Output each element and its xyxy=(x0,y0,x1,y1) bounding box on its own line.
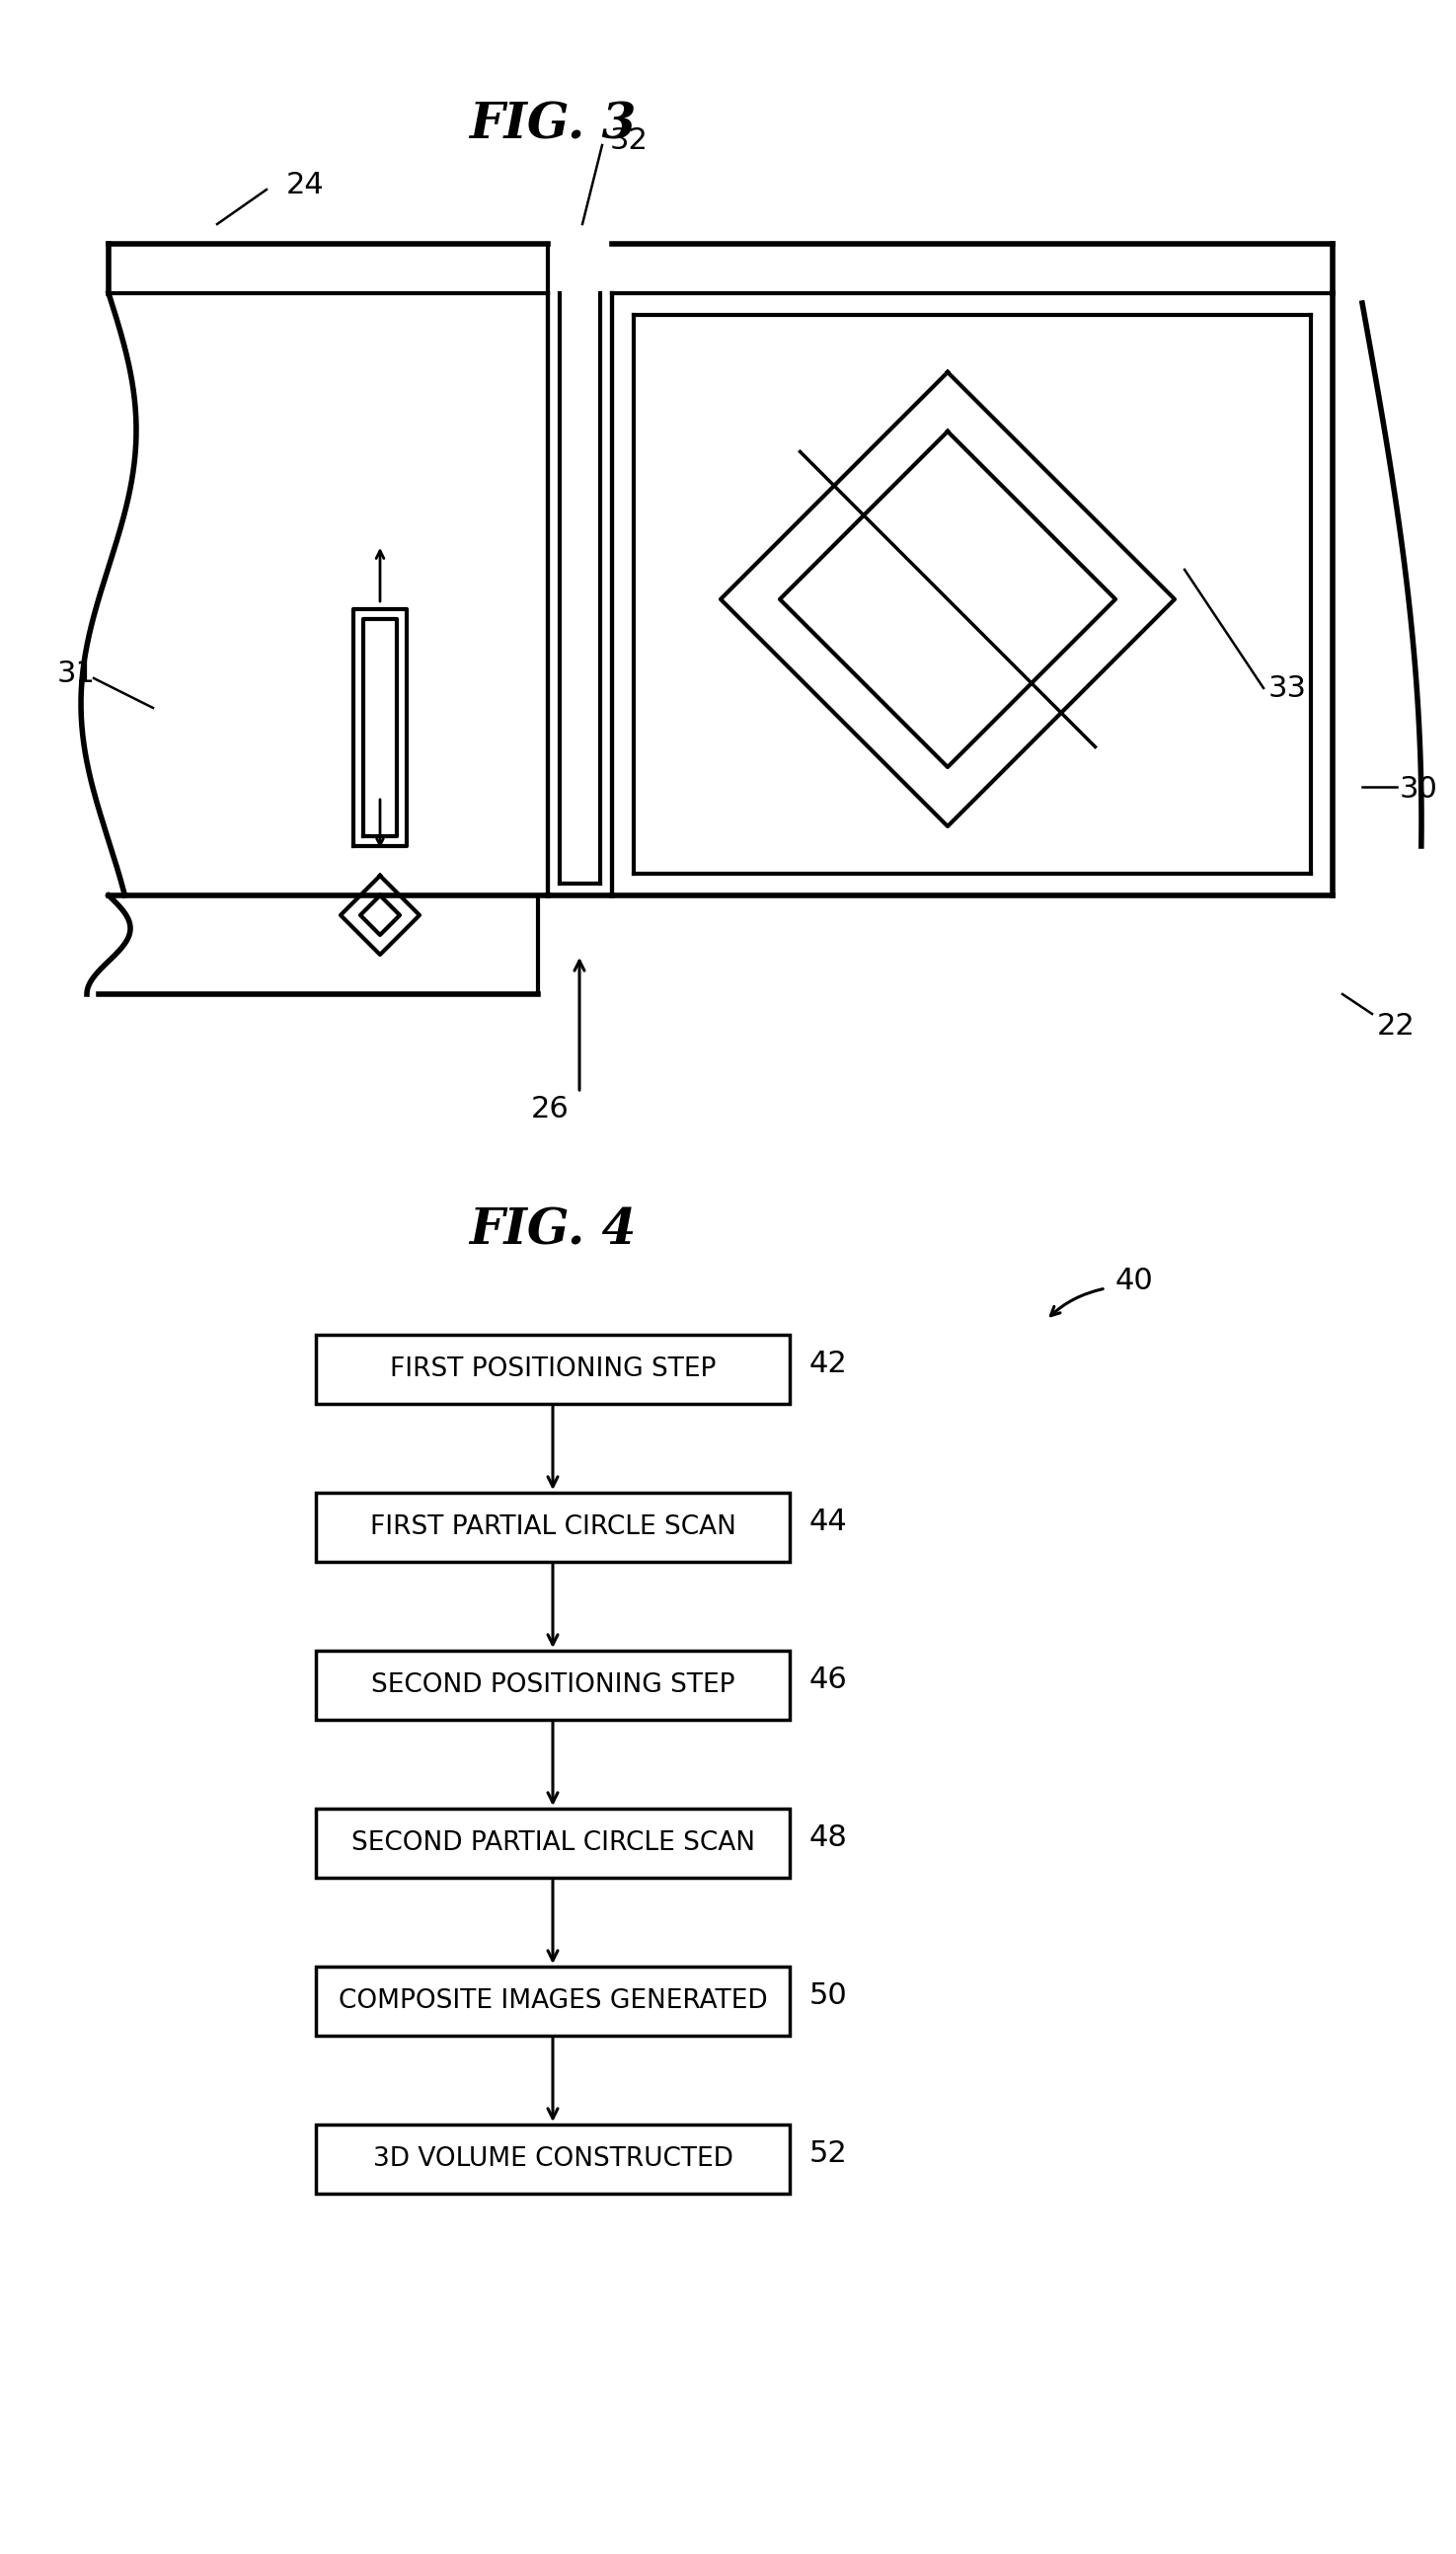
Text: FIG. 3: FIG. 3 xyxy=(469,102,636,151)
Bar xyxy=(316,1808,789,1877)
Text: FIRST PARTIAL CIRCLE SCAN: FIRST PARTIAL CIRCLE SCAN xyxy=(370,1515,735,1540)
Text: 44: 44 xyxy=(810,1507,847,1535)
Text: FIRST POSITIONING STEP: FIRST POSITIONING STEP xyxy=(390,1356,716,1382)
Bar xyxy=(316,1492,789,1563)
Text: 33: 33 xyxy=(1268,674,1307,702)
Text: 50: 50 xyxy=(810,1982,847,2010)
Text: 3D VOLUME CONSTRUCTED: 3D VOLUME CONSTRUCTED xyxy=(373,2145,732,2171)
Bar xyxy=(316,1967,789,2036)
Text: 46: 46 xyxy=(810,1665,847,1693)
Text: 52: 52 xyxy=(810,2138,847,2168)
Text: 31: 31 xyxy=(57,659,96,687)
Text: SECOND POSITIONING STEP: SECOND POSITIONING STEP xyxy=(371,1673,735,1698)
Text: COMPOSITE IMAGES GENERATED: COMPOSITE IMAGES GENERATED xyxy=(338,1990,767,2015)
Text: 22: 22 xyxy=(1377,1011,1415,1039)
Bar xyxy=(316,1650,789,1719)
Text: 42: 42 xyxy=(810,1349,847,1377)
Text: 40: 40 xyxy=(1115,1267,1153,1295)
Text: 48: 48 xyxy=(810,1824,847,1852)
Bar xyxy=(316,1336,789,1405)
Text: 24: 24 xyxy=(287,171,325,199)
Text: SECOND PARTIAL CIRCLE SCAN: SECOND PARTIAL CIRCLE SCAN xyxy=(351,1831,754,1857)
Text: 26: 26 xyxy=(530,1096,569,1124)
Text: FIG. 4: FIG. 4 xyxy=(469,1208,636,1254)
Bar xyxy=(316,2125,789,2194)
Text: 32: 32 xyxy=(610,125,648,153)
Text: 30: 30 xyxy=(1399,774,1439,802)
